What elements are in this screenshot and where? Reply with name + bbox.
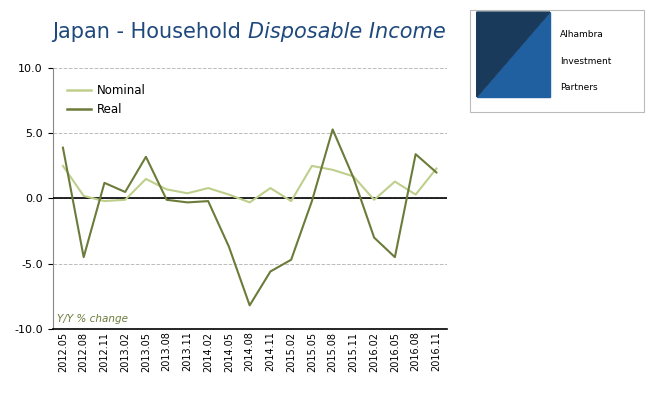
Text: Investment: Investment [560,57,612,66]
Text: Alhambra: Alhambra [560,30,604,39]
Text: Partners: Partners [560,83,598,92]
Polygon shape [477,12,550,97]
Text: Disposable Income: Disposable Income [248,22,446,42]
Polygon shape [477,12,550,97]
Text: Y/Y % change: Y/Y % change [57,314,127,324]
Legend: Nominal, Real: Nominal, Real [62,79,150,121]
Text: Japan - Household: Japan - Household [53,22,248,42]
